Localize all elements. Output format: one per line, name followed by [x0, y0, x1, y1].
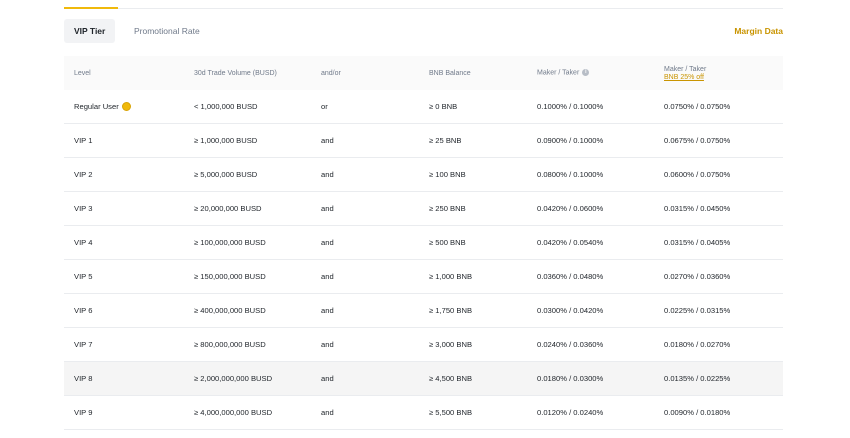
cell-andor: and — [321, 136, 334, 145]
cell-bnb-balance: ≥ 500 BNB — [429, 238, 466, 247]
cell-andor: or — [321, 102, 328, 111]
tab-promotional-rate[interactable]: Promotional Rate — [134, 26, 200, 36]
cell-maker-taker-bnb: 0.0675% / 0.0750% — [664, 136, 731, 145]
cell-bnb-balance: ≥ 4,500 BNB — [429, 374, 473, 383]
bnb-discount-link[interactable]: BNB 25% off — [664, 73, 704, 81]
cell-maker-taker-bnb: 0.0090% / 0.0180% — [664, 408, 731, 417]
cell-volume: ≥ 800,000,000 BUSD — [194, 340, 266, 349]
table-row: VIP 8 ≥ 2,000,000,000 BUSD and ≥ 4,500 BNB 0… — [64, 362, 783, 396]
cell-maker-taker-bnb: 0.0600% / 0.0750% — [664, 170, 731, 179]
cell-maker-taker: 0.0420% / 0.0540% — [537, 238, 604, 247]
table-header: Level 30d Trade Volume (BUSD) and/or BNB… — [64, 56, 783, 90]
cell-volume: ≥ 400,000,000 BUSD — [194, 306, 266, 315]
cell-maker-taker: 0.0420% / 0.0600% — [537, 204, 604, 213]
header-bnb-balance: BNB Balance — [429, 69, 471, 77]
info-icon[interactable]: i — [582, 69, 590, 77]
cell-level: VIP 5 — [74, 272, 93, 281]
cell-andor: and — [321, 306, 334, 315]
header-level: Level — [74, 69, 91, 77]
cell-volume: ≥ 100,000,000 BUSD — [194, 238, 266, 247]
header-maker-taker: Maker / Taker i — [537, 56, 590, 90]
table-row: VIP 5 ≥ 150,000,000 BUSD and ≥ 1,000 BNB 0.0… — [64, 260, 783, 294]
cell-bnb-balance: ≥ 3,000 BNB — [429, 340, 473, 349]
cell-maker-taker: 0.0240% / 0.0360% — [537, 340, 604, 349]
cell-bnb-balance: ≥ 25 BNB — [429, 136, 462, 145]
cell-maker-taker-bnb: 0.0750% / 0.0750% — [664, 102, 731, 111]
active-section-indicator — [64, 7, 118, 9]
cell-maker-taker: 0.1000% / 0.1000% — [537, 102, 604, 111]
tab-vip-tier[interactable]: VIP Tier — [64, 19, 116, 43]
table-row: VIP 3 ≥ 20,000,000 BUSD and ≥ 250 BNB 0.0420… — [64, 192, 783, 226]
cell-andor: and — [321, 340, 334, 349]
table-body: Regular User < 1,000,000 BUSD or ≥ 0 BNB 0.1… — [64, 90, 783, 430]
cell-volume: ≥ 4,000,000,000 BUSD — [194, 408, 273, 417]
cell-level: VIP 7 — [74, 340, 93, 349]
table-row: VIP 6 ≥ 400,000,000 BUSD and ≥ 1,750 BNB 0.0… — [64, 294, 783, 328]
table-row: VIP 9 ≥ 4,000,000,000 BUSD and ≥ 5,500 BNB 0… — [64, 396, 783, 430]
cell-maker-taker-bnb: 0.0315% / 0.0450% — [664, 204, 731, 213]
cell-bnb-balance: ≥ 250 BNB — [429, 204, 466, 213]
cell-volume: ≥ 150,000,000 BUSD — [194, 272, 266, 281]
cell-andor: and — [321, 204, 334, 213]
margin-data-link[interactable]: Margin Data — [734, 26, 783, 36]
cell-volume: ≥ 2,000,000,000 BUSD — [194, 374, 273, 383]
cell-level: VIP 9 — [74, 408, 93, 417]
coin-icon — [121, 101, 131, 111]
cell-bnb-balance: ≥ 100 BNB — [429, 170, 466, 179]
cell-maker-taker: 0.0300% / 0.0420% — [537, 306, 604, 315]
cell-maker-taker-bnb: 0.0180% / 0.0270% — [664, 340, 731, 349]
cell-bnb-balance: ≥ 1,750 BNB — [429, 306, 473, 315]
cell-andor: and — [321, 238, 334, 247]
cell-andor: and — [321, 170, 334, 179]
cell-level: VIP 6 — [74, 306, 93, 315]
cell-maker-taker-bnb: 0.0135% / 0.0225% — [664, 374, 731, 383]
cell-bnb-balance: ≥ 5,500 BNB — [429, 408, 473, 417]
table-row: VIP 2 ≥ 5,000,000 BUSD and ≥ 100 BNB 0.0800%… — [64, 158, 783, 192]
cell-maker-taker-bnb: 0.0315% / 0.0405% — [664, 238, 731, 247]
cell-level: VIP 4 — [74, 238, 93, 247]
cell-maker-taker: 0.0120% / 0.0240% — [537, 408, 604, 417]
cell-andor: and — [321, 272, 334, 281]
cell-bnb-balance: ≥ 0 BNB — [429, 102, 458, 111]
table-row: VIP 1 ≥ 1,000,000 BUSD and ≥ 25 BNB 0.0900% … — [64, 124, 783, 158]
header-volume: 30d Trade Volume (BUSD) — [194, 69, 277, 77]
cell-andor: and — [321, 374, 334, 383]
tier-tabbar: VIP Tier Promotional Rate Margin Data — [64, 19, 783, 43]
table-row: VIP 4 ≥ 100,000,000 BUSD and ≥ 500 BNB 0.042… — [64, 226, 783, 260]
cell-maker-taker: 0.0800% / 0.1000% — [537, 170, 604, 179]
cell-bnb-balance: ≥ 1,000 BNB — [429, 272, 473, 281]
cell-level: Regular User — [74, 90, 131, 124]
cell-level: VIP 1 — [74, 136, 93, 145]
cell-level: VIP 3 — [74, 204, 93, 213]
table-row: VIP 7 ≥ 800,000,000 BUSD and ≥ 3,000 BNB 0.0… — [64, 328, 783, 362]
cell-maker-taker: 0.0180% / 0.0300% — [537, 374, 604, 383]
cell-volume: < 1,000,000 BUSD — [194, 102, 258, 111]
header-maker-taker-bnb: Maker / Taker BNB 25% off — [664, 65, 707, 81]
cell-level: VIP 2 — [74, 170, 93, 179]
top-divider — [64, 8, 783, 9]
cell-andor: and — [321, 408, 334, 417]
cell-maker-taker: 0.0360% / 0.0480% — [537, 272, 604, 281]
cell-level: VIP 8 — [74, 374, 93, 383]
cell-volume: ≥ 1,000,000 BUSD — [194, 136, 258, 145]
cell-maker-taker-bnb: 0.0225% / 0.0315% — [664, 306, 731, 315]
cell-volume: ≥ 20,000,000 BUSD — [194, 204, 262, 213]
header-andor: and/or — [321, 69, 341, 77]
vip-fee-table: Level 30d Trade Volume (BUSD) and/or BNB… — [64, 56, 783, 430]
cell-maker-taker-bnb: 0.0270% / 0.0360% — [664, 272, 731, 281]
cell-volume: ≥ 5,000,000 BUSD — [194, 170, 258, 179]
cell-maker-taker: 0.0900% / 0.1000% — [537, 136, 604, 145]
table-row: Regular User < 1,000,000 BUSD or ≥ 0 BNB 0.1… — [64, 90, 783, 124]
